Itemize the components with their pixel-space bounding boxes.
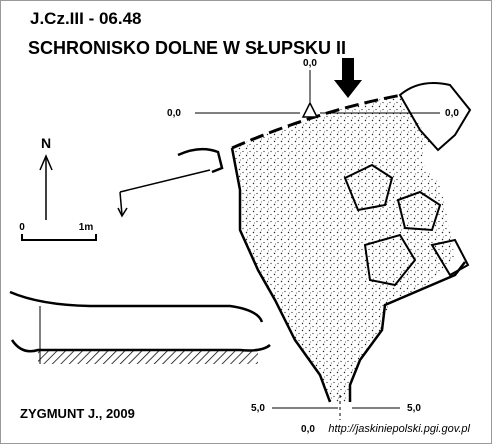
author: ZYGMUNT J., 2009 xyxy=(20,406,135,421)
north-label: N xyxy=(41,135,51,151)
drip-line xyxy=(231,93,403,150)
rock xyxy=(343,163,394,212)
cave-code: J.Cz.III - 06.48 xyxy=(30,9,142,28)
rock-edge xyxy=(177,147,224,174)
datum-label: 5,0 xyxy=(251,403,265,414)
sediment xyxy=(38,350,258,364)
rock xyxy=(398,82,472,152)
datum-label: 0,0 xyxy=(301,424,315,435)
cave-wall xyxy=(348,261,466,402)
north-arrow xyxy=(39,154,53,171)
rock xyxy=(396,190,442,232)
rock xyxy=(430,238,470,277)
datum-label: 0,0 xyxy=(303,58,317,69)
section-floor xyxy=(10,339,271,353)
source-url: http://jaskiniepolski.pgi.gov.pl xyxy=(328,423,470,435)
cave-wall xyxy=(230,147,332,403)
entrance-arrow xyxy=(334,58,362,98)
profile-line xyxy=(117,169,211,218)
datum-label: 0,0 xyxy=(167,108,181,119)
rock xyxy=(363,233,417,287)
scale-label: 1m xyxy=(79,222,94,233)
cave-title: SCHRONISKO DOLNE W SŁUPSKU II xyxy=(28,38,346,58)
datum-label: 0,0 xyxy=(445,108,459,119)
datum-label: 5,0 xyxy=(407,403,421,414)
station-marker xyxy=(301,101,319,118)
scale-label: 0 xyxy=(19,222,25,233)
section-ceiling xyxy=(9,290,264,323)
scale-bar xyxy=(21,234,97,241)
